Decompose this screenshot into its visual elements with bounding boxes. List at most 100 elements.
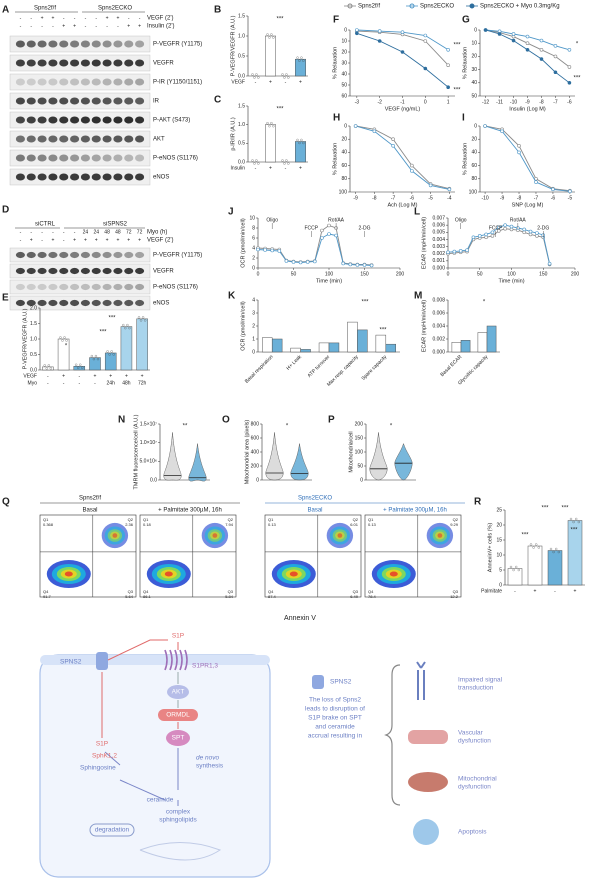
band xyxy=(59,173,69,181)
y-axis-label: % Relaxation xyxy=(332,143,338,175)
y-tick-label: 20 xyxy=(341,49,347,55)
violin xyxy=(163,432,182,481)
marker xyxy=(369,263,374,268)
marker xyxy=(522,227,527,232)
quadrant-label: Q1 xyxy=(143,517,149,522)
y-tick-label: 60 xyxy=(471,163,477,169)
significance: *** xyxy=(276,17,284,23)
blot xyxy=(9,168,151,186)
x-tick-label: 100 xyxy=(325,271,334,277)
blot xyxy=(9,279,151,295)
y-axis-label: Mitochondria/cell xyxy=(348,431,354,472)
x-tick-label: -8 xyxy=(539,99,544,105)
band xyxy=(80,154,90,162)
x-tick-label: 1 xyxy=(447,99,450,105)
band xyxy=(15,173,25,181)
box xyxy=(89,823,135,837)
marker xyxy=(341,261,346,266)
significance: *** xyxy=(570,528,578,534)
marker xyxy=(511,32,516,36)
condition-label: Basal xyxy=(307,508,322,514)
band xyxy=(91,116,101,124)
band xyxy=(26,116,36,124)
y-tick-label: 0 xyxy=(499,582,502,588)
y-tick-label: 0.002 xyxy=(432,251,445,257)
band xyxy=(70,97,80,105)
text-line: The loss of Spns2 xyxy=(309,697,361,704)
band xyxy=(80,283,90,291)
lane-sign: - xyxy=(85,15,87,21)
dot xyxy=(272,125,275,128)
y-tick-label: 0.007 xyxy=(432,215,445,221)
quadrant-value: 87.4 xyxy=(268,594,277,599)
label: SPT xyxy=(172,735,185,742)
dot xyxy=(535,543,538,546)
quadrant-value: 78.4 xyxy=(368,594,377,599)
y-tick-label: 0.001 xyxy=(432,258,445,264)
band xyxy=(80,97,90,105)
marker xyxy=(484,235,488,240)
bar xyxy=(104,352,117,371)
marker xyxy=(535,231,539,235)
dot xyxy=(298,59,301,62)
x-tick-label: - xyxy=(47,380,49,386)
band xyxy=(70,299,80,307)
x-tick-label: -3 xyxy=(355,99,360,105)
chart: 0.0 0.5 1.0 1.5 p-IR/IR (A.U.) Insulin - + - + *** xyxy=(230,103,308,171)
marker xyxy=(377,29,382,33)
quadrant-label: Q2 xyxy=(228,517,234,522)
marker xyxy=(423,39,428,43)
x-tick-label: H+ Leak xyxy=(285,354,303,372)
blot-label: P-VEGFR (Y1175) xyxy=(153,42,202,48)
y-tick-label: 5 xyxy=(499,567,502,573)
lane-sign: + xyxy=(106,237,109,243)
chart: 0 20 40 60 80 100 % Relaxation -10 -9 -8 -7 -6 -5 SNP… xyxy=(462,123,575,208)
marker xyxy=(458,249,463,253)
marker xyxy=(503,223,507,227)
transporter xyxy=(96,652,108,670)
band xyxy=(70,116,80,124)
marker xyxy=(446,47,450,52)
bar xyxy=(262,337,273,353)
dot xyxy=(296,56,299,59)
y-tick-label: 0 xyxy=(252,265,255,271)
group-label: siSPNS2 xyxy=(103,222,128,228)
marker xyxy=(490,230,495,235)
significance: * xyxy=(390,424,393,430)
band xyxy=(37,135,47,143)
bar xyxy=(547,550,563,586)
dot xyxy=(251,73,254,76)
y-tick-label: 0.0 xyxy=(238,73,245,79)
y-tick-label: 0 xyxy=(474,123,477,129)
quadrant-label: Q2 xyxy=(453,517,459,522)
band xyxy=(37,267,47,275)
band xyxy=(48,283,58,291)
dot xyxy=(43,364,46,367)
quadrant-value: 6.49 xyxy=(350,594,359,599)
bar xyxy=(265,124,276,163)
group-label: Spns2f/f xyxy=(34,6,56,12)
x-axis-label: Time (min) xyxy=(316,278,342,284)
band xyxy=(26,154,36,162)
group-label: Spns2f/f xyxy=(79,496,101,502)
significance: ** xyxy=(183,424,188,430)
lane-sign: - xyxy=(63,237,65,243)
marker xyxy=(477,234,482,238)
lane-sign: - xyxy=(41,237,43,243)
quadrant-value: 0.13 xyxy=(268,522,277,527)
quadrant-value: 0.13 xyxy=(368,522,377,527)
dot xyxy=(110,350,113,353)
x-tick-label: + xyxy=(534,588,537,594)
node xyxy=(158,709,198,721)
band xyxy=(113,78,123,86)
y-tick-label: 0 xyxy=(252,349,255,355)
row-label: VEGF (2') xyxy=(147,238,173,244)
quadrant-value: 7.94 xyxy=(225,522,234,527)
dot xyxy=(112,353,115,356)
blot-label: VEGFR xyxy=(153,61,174,67)
chart: 0.0 0.5 1.0 1.5P-VEGFR/VEGFR (A.U.) VEGF - + - +… xyxy=(230,13,308,85)
band xyxy=(80,116,90,124)
row-label: Myo xyxy=(28,380,38,386)
marker xyxy=(447,187,452,192)
event-label: FCCP xyxy=(304,225,318,231)
